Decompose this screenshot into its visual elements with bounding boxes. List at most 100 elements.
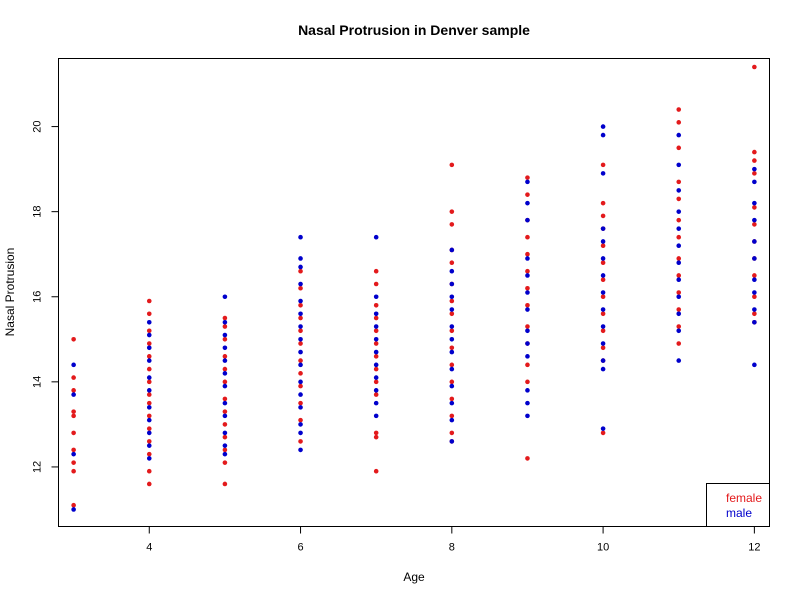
data-point-male — [146, 388, 152, 393]
data-point-male — [298, 298, 303, 304]
data-point-female — [449, 345, 455, 351]
data-point-female — [222, 396, 228, 402]
data-point-female — [373, 341, 379, 346]
data-point-male — [752, 362, 757, 368]
data-point-female — [71, 447, 76, 453]
data-point-female — [298, 315, 303, 321]
data-point-male — [752, 179, 757, 185]
data-point-male — [600, 324, 606, 329]
data-point-male — [600, 239, 606, 244]
y-axis-label: Nasal Protrusion — [3, 248, 17, 337]
data-point-female — [600, 213, 606, 219]
data-point-female — [298, 341, 303, 346]
data-point-female — [146, 481, 152, 487]
data-point-male — [298, 422, 303, 427]
data-point-male — [298, 337, 303, 342]
data-point-male — [298, 379, 303, 385]
y-tick-label: 16 — [32, 291, 44, 303]
data-point-female — [676, 290, 682, 295]
data-point-female — [373, 430, 379, 436]
data-point-female — [449, 430, 455, 436]
data-point-female — [222, 315, 228, 321]
data-point-female — [298, 285, 303, 291]
data-point-male — [146, 375, 152, 380]
legend-entry-male: male — [726, 506, 752, 520]
data-point-male — [676, 328, 682, 334]
data-point-female — [449, 379, 455, 385]
data-point-male — [71, 451, 76, 457]
data-point-male — [71, 392, 76, 397]
legend-entry-female: female — [726, 491, 762, 505]
data-point-male — [752, 239, 757, 244]
data-point-female — [676, 179, 682, 185]
data-point-male — [752, 319, 757, 325]
data-point-male — [600, 226, 606, 231]
data-point-female — [676, 107, 682, 112]
data-point-female — [600, 200, 606, 206]
data-point-female — [146, 366, 152, 372]
x-tick-label: 10 — [597, 542, 609, 554]
data-point-female — [449, 362, 455, 368]
data-point-female — [525, 285, 530, 291]
data-point-male — [373, 349, 379, 355]
data-point-female — [146, 392, 152, 397]
data-point-male — [600, 426, 606, 431]
data-point-female — [449, 396, 455, 402]
data-point-male — [525, 273, 530, 278]
data-point-female — [298, 400, 303, 406]
data-point-male — [600, 124, 606, 129]
data-point-female — [373, 434, 379, 440]
data-point-male — [676, 277, 682, 283]
data-point-male — [676, 260, 682, 266]
data-point-male — [449, 247, 455, 253]
data-point-female — [373, 268, 379, 274]
data-point-female — [525, 234, 530, 240]
data-point-female — [600, 162, 606, 168]
data-point-female — [752, 273, 757, 278]
data-point-female — [373, 302, 379, 308]
data-point-male — [449, 307, 455, 312]
data-point-male — [146, 332, 152, 338]
data-point-male — [373, 337, 379, 342]
data-point-male — [146, 443, 152, 448]
data-point-male — [373, 294, 379, 300]
data-point-female — [222, 366, 228, 372]
data-point-female — [525, 302, 530, 308]
data-point-female — [71, 375, 76, 380]
x-axis-label: Age — [403, 570, 425, 584]
data-point-male — [373, 324, 379, 329]
data-point-male — [600, 307, 606, 312]
data-point-female — [676, 120, 682, 125]
legend: female male — [706, 483, 770, 527]
data-point-female — [222, 481, 228, 487]
data-point-male — [600, 366, 606, 372]
data-point-male — [752, 290, 757, 295]
data-point-female — [600, 243, 606, 248]
x-tick-label: 4 — [146, 542, 152, 554]
data-point-female — [752, 64, 757, 70]
legend-box — [706, 483, 770, 527]
data-point-female — [676, 324, 682, 329]
data-point-male — [71, 362, 76, 368]
data-point-male — [525, 200, 530, 206]
data-point-male — [525, 413, 530, 419]
data-point-male — [373, 388, 379, 393]
y-tick-label: 12 — [32, 461, 44, 473]
data-point-female — [525, 362, 530, 368]
data-point-male — [525, 290, 530, 295]
y-tick-label: 18 — [32, 206, 44, 218]
data-point-female — [146, 354, 152, 359]
data-point-male — [449, 400, 455, 406]
data-point-female — [373, 379, 379, 385]
data-point-male — [373, 362, 379, 368]
data-point-male — [298, 324, 303, 329]
data-point-male — [676, 243, 682, 248]
data-point-male — [449, 383, 455, 389]
data-point-female — [525, 379, 530, 385]
data-point-male — [449, 337, 455, 342]
data-point-male — [525, 307, 530, 312]
data-point-female — [449, 311, 455, 317]
data-point-female — [146, 413, 152, 419]
data-point-male — [222, 443, 228, 448]
